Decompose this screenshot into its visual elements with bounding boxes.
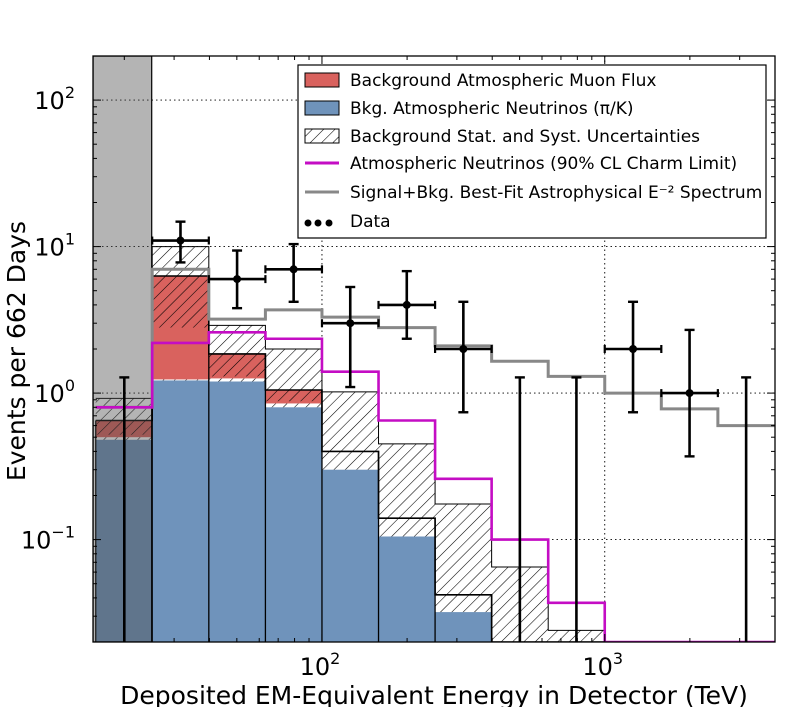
data-marker (629, 345, 638, 353)
band-neutrinos (265, 403, 322, 408)
legend-swatch (325, 219, 333, 227)
data-point (151, 220, 210, 264)
bar-atm-neutrinos (435, 612, 492, 642)
legend-box (297, 64, 767, 239)
y-tick-label: 102 (34, 83, 75, 115)
data-point (571, 376, 582, 642)
data-point (433, 300, 493, 414)
band-neutrinos (321, 451, 379, 470)
data-point (377, 269, 437, 340)
legend-swatch (304, 100, 340, 116)
legend-swatch (304, 72, 340, 88)
bar-uncertainty (265, 349, 322, 390)
legend-swatch (314, 219, 322, 227)
data-marker (176, 236, 185, 245)
legend-item-unc: Background Stat. and Syst. Uncertainties (304, 127, 700, 147)
legend: Background Atmospheric Muon Flux Bkg. Atm… (297, 64, 767, 239)
legend-item-data: Data (304, 212, 391, 232)
bar-uncertainty (378, 443, 436, 519)
bar-atm-neutrinos (378, 536, 436, 642)
line-charm-limit (95, 331, 775, 642)
data-point (119, 376, 130, 642)
data-point (514, 376, 525, 642)
legend-item-fit: Signal+Bkg. Best-Fit Astrophysical E⁻² S… (305, 183, 762, 203)
data-marker (402, 300, 411, 309)
bar-uncertainty (208, 325, 266, 354)
bar-uncertainty (435, 503, 492, 595)
band-muons (265, 389, 322, 402)
data-point (660, 328, 719, 458)
data-marker (685, 389, 694, 398)
excluded-region (93, 56, 153, 642)
axes: 102 103 102 101 100 10−1 Deposited EM-Equivale… (2, 55, 776, 707)
band-atm-muons (95, 275, 322, 435)
legend-swatch (304, 219, 312, 227)
legend-item-muon: Background Atmospheric Muon Flux (304, 71, 656, 91)
band-muons (208, 353, 266, 377)
legend-swatch (304, 128, 340, 144)
bar-atm-neutrinos (208, 381, 266, 642)
data-point (603, 300, 663, 414)
data-point (741, 376, 752, 642)
data-point (320, 285, 380, 389)
y-tick-label: 101 (34, 230, 75, 262)
band-neutrinos (378, 518, 436, 537)
legend-item-nu: Bkg. Atmospheric Neutrinos (π/K) (304, 99, 634, 119)
y-tick-label: 10−1 (21, 523, 75, 555)
bar-atm-neutrinos (152, 380, 209, 642)
legend-label: Bkg. Atmospheric Neutrinos (π/K) (350, 99, 634, 119)
data-point (207, 249, 267, 310)
plot-clip-group (93, 56, 775, 642)
legend-label: Background Stat. and Syst. Uncertainties (350, 127, 700, 147)
legend-label: Atmospheric Neutrinos (90% CL Charm Limi… (350, 154, 737, 174)
data-point (264, 242, 324, 303)
band-neutrinos (152, 379, 209, 381)
x-tick-label: 103 (582, 649, 623, 681)
legend-label: Background Atmospheric Muon Flux (350, 71, 656, 91)
series-data (119, 220, 752, 642)
y-axis-label: Events per 662 Days (2, 221, 31, 481)
bar-uncertainty (321, 391, 379, 452)
band-neutrinos (208, 378, 266, 382)
x-axis-label: Deposited EM-Equivalent Energy in Detect… (120, 681, 748, 707)
plot-area (93, 56, 775, 642)
band-neutrinos (435, 594, 492, 613)
ticks (93, 55, 776, 643)
bar-atm-neutrinos (265, 407, 322, 642)
x-tick-label: 102 (300, 649, 341, 681)
bar-atm-neutrinos (321, 469, 379, 642)
data-marker (346, 319, 355, 328)
data-marker (459, 345, 468, 353)
legend-label: Data (350, 212, 391, 232)
legend-label: Signal+Bkg. Best-Fit Astrophysical E⁻² S… (350, 183, 762, 203)
data-marker (233, 275, 242, 284)
band-muons (152, 275, 209, 328)
legend-item-charm: Atmospheric Neutrinos (90% CL Charm Limi… (305, 154, 737, 174)
y-tick-label: 100 (34, 376, 75, 408)
data-marker (289, 265, 298, 274)
